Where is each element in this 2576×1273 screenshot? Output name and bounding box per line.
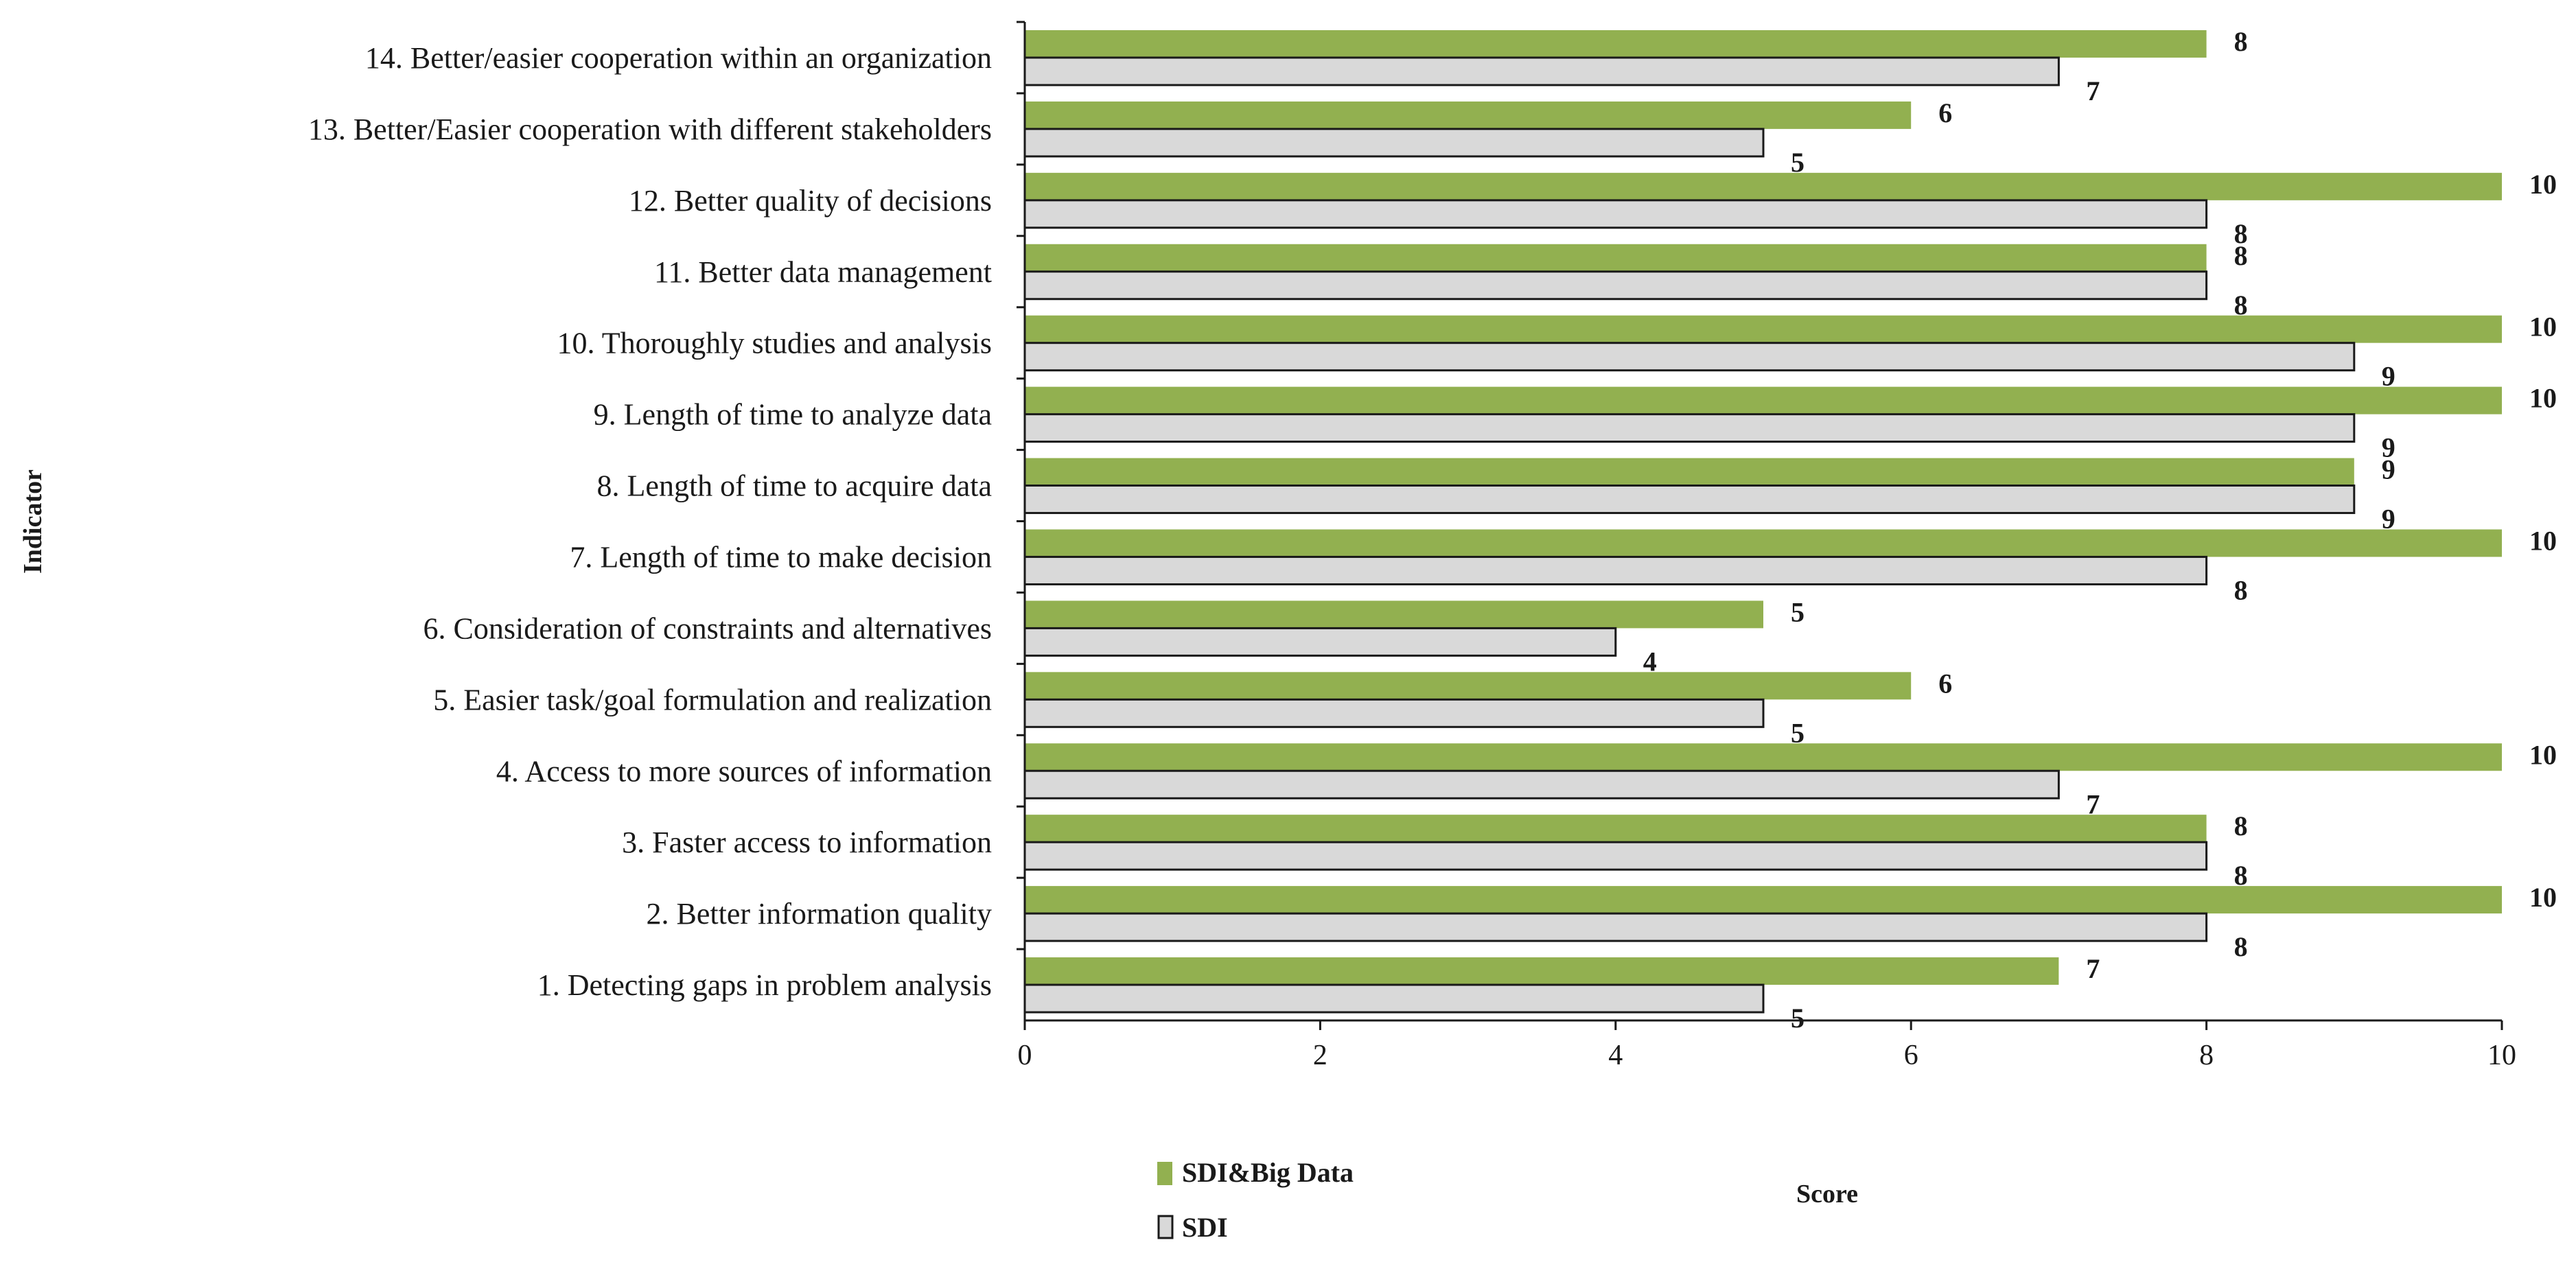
data-label-sdi-big-data: 10 [2529,882,2557,913]
data-label-sdi-big-data: 5 [1791,596,1805,627]
category-label: 8. Length of time to acquire data [597,469,992,503]
data-label-sdi: 8 [2234,574,2248,605]
data-label-sdi: 9 [2382,432,2395,463]
x-axis-title: Score [1796,1180,1858,1208]
legend-swatch-sdi [1157,1215,1174,1239]
data-label-sdi: 7 [2086,75,2100,106]
y-axis-title: Indicator [19,469,47,574]
category-label: 6. Consideration of constraints and alte… [423,611,992,645]
category-label: 5. Easier task/goal formulation and real… [433,683,992,716]
data-label-sdi-big-data: 8 [2234,26,2248,57]
data-label-sdi-big-data: 10 [2529,383,2557,414]
bar-sdi [1023,769,2060,799]
data-label-sdi-big-data: 10 [2529,739,2557,770]
category-label: 13. Better/Easier cooperation with diffe… [308,113,992,146]
data-label-sdi-big-data: 10 [2529,525,2557,556]
category-label: 7. Length of time to make decision [570,540,992,574]
data-label-sdi: 5 [1791,1003,1805,1033]
bar-sdi [1023,342,2356,372]
bar-sdi-big-data [1025,315,2502,343]
category-label: 3. Faster access to information [622,826,992,859]
bar-sdi [1023,555,2208,585]
data-label-sdi: 8 [2234,860,2248,891]
x-tick-label: 8 [2199,1040,2214,1071]
bar-sdi [1023,128,1765,158]
data-label-sdi-big-data: 10 [2529,169,2557,200]
axes-layer [1017,21,2503,1030]
legend-label-sdi: SDI [1182,1212,1228,1243]
data-label-sdi-big-data: 10 [2529,312,2557,342]
category-label: 2. Better information quality [647,897,992,931]
bar-sdi [1023,841,2208,871]
data-label-sdi-big-data: 9 [2382,454,2395,485]
bars-layer [1023,30,2502,1014]
data-label-sdi-big-data: 7 [2086,953,2100,984]
data-label-sdi: 8 [2234,218,2248,249]
data-label-sdi-big-data: 8 [2234,240,2248,271]
bar-sdi-big-data [1025,529,2502,557]
category-label: 14. Better/easier cooperation within an … [365,41,992,75]
data-label-sdi-big-data: 6 [1938,97,1952,128]
bar-sdi [1023,484,2356,515]
legend: SDI&Big Data SDI [1157,1157,1354,1243]
bar-sdi [1023,627,1617,657]
category-label: 12. Better quality of decisions [629,184,992,218]
x-tick-label: 10 [2487,1040,2516,1071]
bar-sdi-big-data [1025,30,2207,58]
data-label-sdi-big-data: 6 [1938,668,1952,699]
category-label: 9. Length of time to analyze data [594,398,992,432]
x-tick-label: 4 [1608,1040,1623,1071]
bar-sdi-big-data [1025,458,2354,486]
bar-sdi [1023,698,1765,728]
bar-sdi-big-data [1025,386,2502,414]
bar-sdi-big-data [1025,172,2502,200]
x-tick-label: 0 [1018,1040,1032,1071]
data-label-sdi: 4 [1643,646,1657,677]
x-tick-label: 6 [1904,1040,1918,1071]
category-label: 10. Thoroughly studies and analysis [557,327,992,360]
labels-layer: 7 5 1. Detecting gaps in problem analysis 1… [19,26,2557,1208]
bar-sdi [1023,56,2060,86]
bar-sdi [1023,912,2208,942]
bar-sdi-big-data [1025,957,2059,985]
bar-sdi [1023,199,2208,229]
bar-sdi-big-data [1025,815,2207,843]
bar-sdi-big-data [1025,600,1763,629]
data-label-sdi: 8 [2234,931,2248,962]
data-label-sdi: 5 [1791,147,1805,178]
bar-sdi-big-data [1025,886,2502,914]
legend-swatch-sdi-big-data [1157,1162,1172,1185]
bar-sdi-big-data [1025,672,1912,700]
bar-sdi-big-data [1025,244,2207,272]
x-tick-label: 2 [1313,1040,1327,1071]
category-label: 1. Detecting gaps in problem analysis [537,968,992,1002]
data-label-sdi: 5 [1791,717,1805,748]
data-label-sdi: 8 [2234,290,2248,320]
category-label: 4. Access to more sources of information [496,754,992,788]
bar-sdi-big-data [1025,101,1912,129]
bar-sdi [1023,270,2208,301]
data-label-sdi: 7 [2086,789,2100,819]
category-label: 11. Better data management [654,255,992,289]
bar-sdi [1023,983,1765,1014]
data-label-sdi: 9 [2382,504,2395,535]
legend-label-sdi-big-data: SDI&Big Data [1182,1157,1354,1188]
data-label-sdi-big-data: 8 [2234,810,2248,841]
data-label-sdi: 9 [2382,361,2395,392]
bar-sdi-big-data [1025,743,2502,771]
bar-sdi [1023,413,2356,443]
